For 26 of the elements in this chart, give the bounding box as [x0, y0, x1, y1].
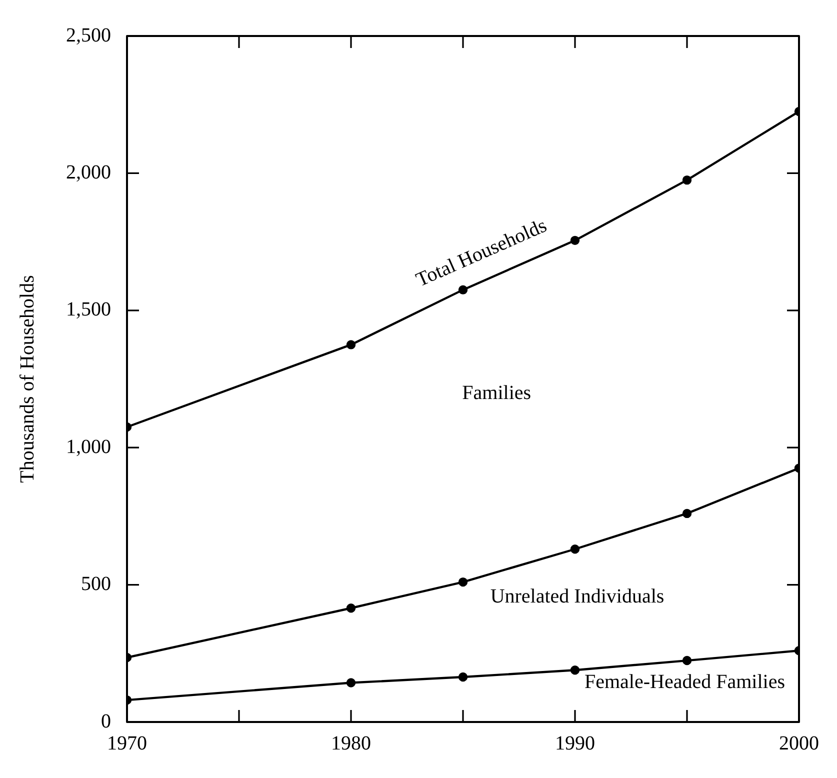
y-tick-label: 500	[81, 573, 111, 596]
point	[570, 666, 580, 675]
point	[682, 175, 692, 185]
point	[346, 340, 356, 350]
annotation: Unrelated Individuals	[490, 585, 664, 608]
series-label: Female-Headed Families	[584, 670, 786, 693]
y-tick-label: 2,000	[66, 161, 111, 184]
y-tick-label: 1,000	[66, 436, 111, 458]
point	[682, 656, 692, 666]
y-axis-title: Thousands of Households	[16, 274, 38, 483]
point	[570, 544, 580, 554]
point	[458, 285, 468, 294]
point	[570, 236, 580, 246]
point	[346, 678, 356, 688]
x-tick-label: 1970	[107, 732, 147, 754]
point	[346, 604, 356, 613]
point	[682, 508, 692, 518]
y-tick-label: 2,500	[66, 24, 111, 46]
annotation: Families	[462, 382, 532, 404]
x-tick-label: 1990	[555, 732, 595, 754]
y-tick-label: 0	[101, 710, 111, 732]
point	[458, 672, 468, 682]
point	[458, 577, 468, 587]
x-tick-label: 2000	[779, 732, 819, 754]
x-tick-label: 1980	[331, 732, 371, 754]
y-tick-label: 1,500	[66, 298, 111, 321]
